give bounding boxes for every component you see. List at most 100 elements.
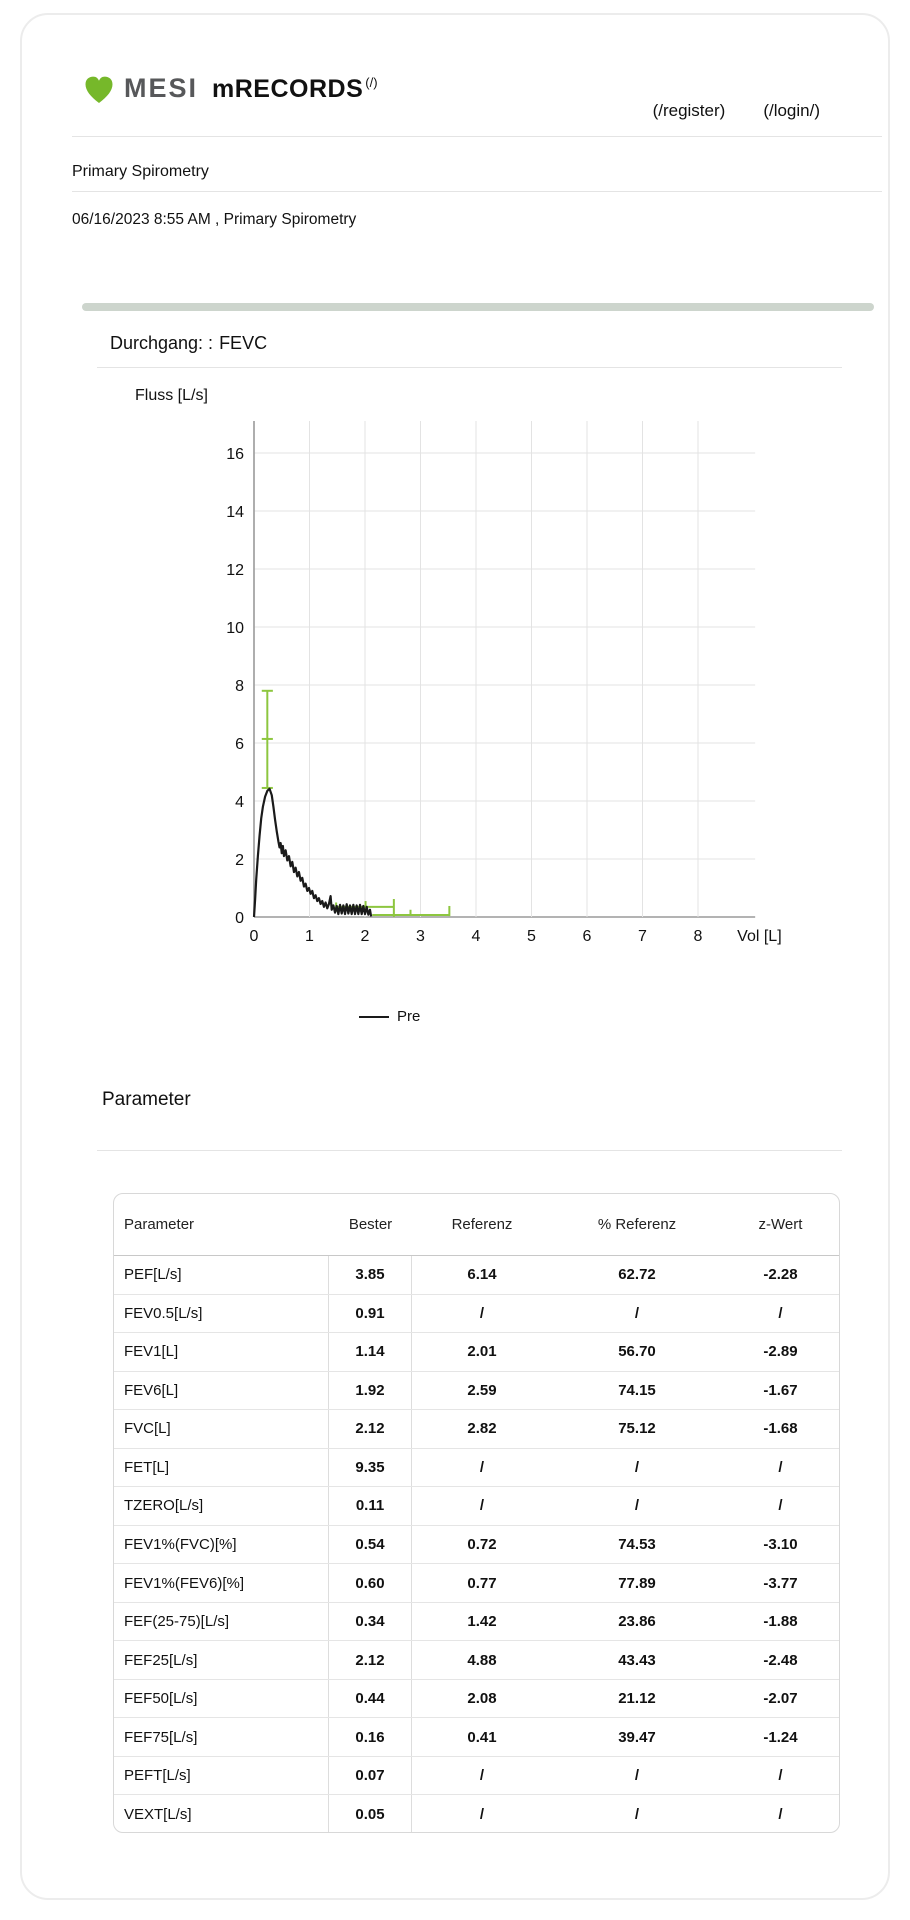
- svg-text:8: 8: [235, 678, 244, 695]
- table-cell: 0.16: [329, 1718, 412, 1756]
- table-cell: /: [479, 1458, 485, 1476]
- table-cell: /: [778, 1767, 783, 1785]
- table-cell: /: [778, 1497, 783, 1515]
- table-cell: 2.01: [467, 1343, 497, 1361]
- table-cell: 1.14: [329, 1333, 412, 1371]
- table-row: FEV0.5[L/s] 0.91 / / /: [114, 1294, 839, 1334]
- table-cell: FVC[L]: [114, 1410, 329, 1448]
- record-datetime: 06/16/2023 8:55 AM , Primary Spirometry: [72, 211, 357, 228]
- table-cell: /: [479, 1805, 485, 1823]
- table-cell: 0.07: [329, 1756, 412, 1795]
- svg-text:2: 2: [361, 928, 370, 945]
- table-row: FEV1%(FEV6)[%] 0.60 0.77 77.89 -3.77: [114, 1564, 839, 1603]
- table-cell: 2.12: [329, 1641, 412, 1679]
- table-cell: 0.60: [329, 1564, 412, 1602]
- table-cell: 56.70: [618, 1343, 656, 1361]
- table-cell: -3.10: [763, 1535, 798, 1553]
- table-cell: -1.88: [763, 1613, 798, 1631]
- table-cell: /: [778, 1458, 783, 1476]
- table-cell: 0.72: [467, 1535, 497, 1553]
- register-link[interactable]: (/register): [652, 101, 726, 120]
- table-row: FET[L] 9.35 / / /: [114, 1448, 839, 1488]
- chart-y-axis-label: Fluss [L/s]: [135, 387, 208, 404]
- table-cell: 2.82: [467, 1420, 497, 1438]
- table-cell: -1.24: [763, 1728, 798, 1746]
- brand-product-text: mRECORDS: [212, 75, 364, 103]
- column-header-z-wert: z-Wert: [758, 1216, 803, 1233]
- table-cell: 1.92: [329, 1371, 412, 1410]
- login-link[interactable]: (/login/): [763, 101, 820, 120]
- auth-links: (/register) (/login/): [653, 101, 820, 121]
- svg-text:8: 8: [694, 928, 703, 945]
- table-cell: 0.91: [329, 1294, 412, 1333]
- parameters-table: Parameter Bester Referenz % Referenz z-W…: [113, 1193, 840, 1833]
- table-cell: 75.12: [618, 1420, 656, 1438]
- table-cell: /: [634, 1767, 640, 1785]
- table-cell: /: [479, 1767, 485, 1785]
- page-title: Primary Spirometry: [72, 163, 209, 180]
- svg-text:14: 14: [226, 504, 244, 521]
- table-cell: 21.12: [618, 1690, 656, 1708]
- table-cell: -2.89: [763, 1343, 798, 1361]
- parameters-heading-divider: [97, 1150, 842, 1151]
- table-cell: 3.85: [329, 1256, 412, 1294]
- home-link[interactable]: (/): [365, 75, 378, 90]
- legend-label: Pre: [397, 1008, 421, 1025]
- table-cell: FEV1%(FVC)[%]: [114, 1525, 329, 1564]
- svg-text:6: 6: [235, 736, 244, 753]
- table-cell: /: [778, 1805, 783, 1823]
- table-cell: 0.41: [467, 1728, 497, 1746]
- table-cell: /: [634, 1805, 640, 1823]
- table-cell: /: [479, 1304, 485, 1322]
- svg-text:7: 7: [638, 928, 647, 945]
- brand-header: MESI mRECORDS (/): [84, 73, 378, 104]
- table-cell: FEV0.5[L/s]: [114, 1294, 329, 1333]
- title-divider: [72, 191, 882, 192]
- brand-mesi-text: MESI: [124, 73, 199, 103]
- table-cell: -2.28: [763, 1266, 798, 1284]
- table-cell: 0.77: [467, 1574, 497, 1592]
- table-cell: 0.05: [329, 1795, 412, 1832]
- table-row: FEF25[L/s] 2.12 4.88 43.43 -2.48: [114, 1641, 839, 1680]
- table-cell: FEV6[L]: [114, 1371, 329, 1410]
- table-cell: 77.89: [618, 1574, 656, 1592]
- table-cell: /: [634, 1458, 640, 1476]
- parameters-heading: Parameter: [102, 1089, 191, 1110]
- table-cell: 2.12: [329, 1410, 412, 1448]
- svg-text:3: 3: [416, 928, 425, 945]
- table-cell: 2.59: [467, 1381, 497, 1399]
- table-row: PEFT[L/s] 0.07 / / /: [114, 1756, 839, 1796]
- table-cell: 6.14: [467, 1266, 497, 1284]
- table-row: VEXT[L/s] 0.05 / / /: [114, 1795, 839, 1832]
- table-cell: FEF75[L/s]: [114, 1718, 329, 1756]
- legend-line-swatch: [359, 1015, 389, 1018]
- svg-text:12: 12: [226, 562, 244, 579]
- table-cell: PEF[L/s]: [114, 1256, 329, 1294]
- table-cell: 1.42: [467, 1613, 497, 1631]
- svg-text:10: 10: [226, 620, 244, 637]
- run-value: FEVC: [219, 333, 268, 353]
- table-row: FEV1%(FVC)[%] 0.54 0.72 74.53 -3.10: [114, 1525, 839, 1565]
- table-cell: 23.86: [618, 1613, 656, 1631]
- table-cell: 0.54: [329, 1525, 412, 1564]
- run-label: Durchgang: :: [110, 333, 214, 353]
- table-cell: 43.43: [618, 1651, 656, 1669]
- table-row: FEV6[L] 1.92 2.59 74.15 -1.67: [114, 1371, 839, 1411]
- table-cell: PEFT[L/s]: [114, 1756, 329, 1795]
- run-heading-divider: [97, 367, 842, 368]
- mesi-heart-logo-icon: [85, 76, 113, 103]
- table-cell: FEF(25-75)[L/s]: [114, 1602, 329, 1641]
- table-cell: FEF50[L/s]: [114, 1679, 329, 1718]
- section-separator-bar: [82, 303, 874, 311]
- svg-text:16: 16: [226, 446, 244, 463]
- column-header-parameter: Parameter: [124, 1216, 195, 1233]
- page-card: MESI mRECORDS (/) (/register) (/login/) …: [20, 13, 890, 1900]
- table-cell: -2.07: [763, 1690, 798, 1708]
- table-cell: FET[L]: [114, 1448, 329, 1487]
- table-row: FEF(25-75)[L/s] 0.34 1.42 23.86 -1.88: [114, 1602, 839, 1642]
- table-cell: -1.68: [763, 1420, 798, 1438]
- column-header-bester: Bester: [348, 1216, 393, 1233]
- table-cell: -1.67: [763, 1381, 798, 1399]
- svg-text:Vol [L]: Vol [L]: [737, 928, 781, 945]
